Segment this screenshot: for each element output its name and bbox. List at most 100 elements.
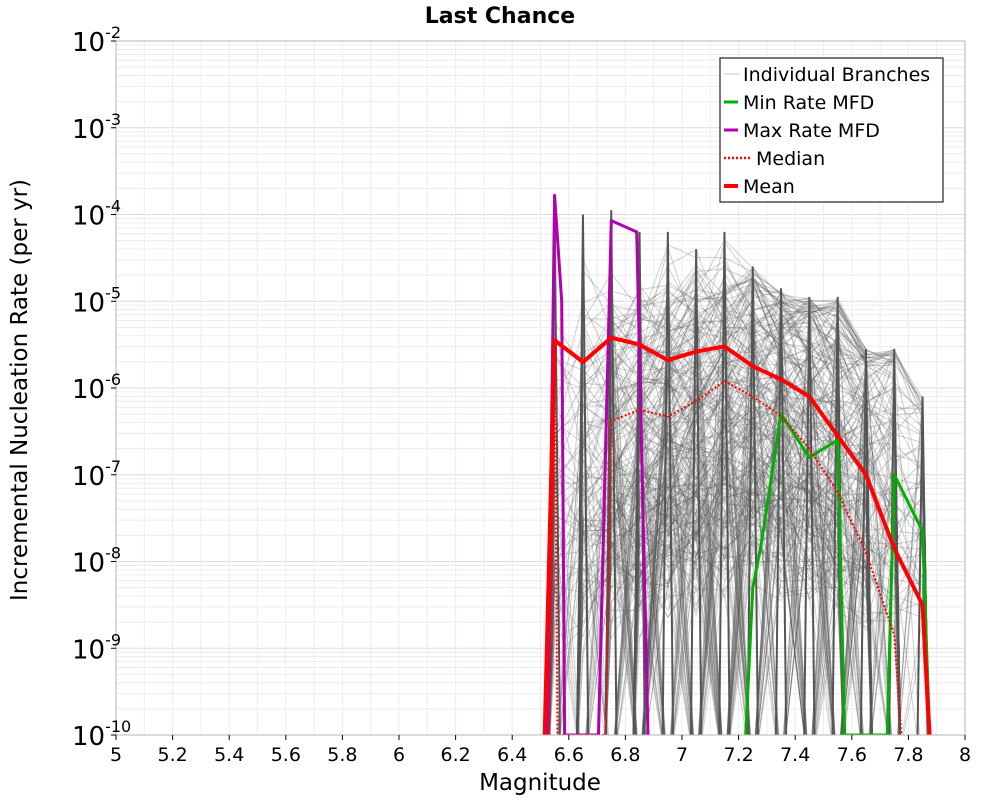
branch-line <box>632 279 845 735</box>
branch-line <box>634 488 918 735</box>
branch-line <box>577 532 929 735</box>
legend-box <box>719 57 944 203</box>
branch-line <box>642 337 845 735</box>
branch-line <box>632 350 873 735</box>
branch-line <box>577 467 930 735</box>
branch-line <box>604 375 845 735</box>
branch-line <box>576 451 901 735</box>
y-tick-label: 10-6 <box>72 370 121 405</box>
branch-line <box>588 525 873 735</box>
branch-line <box>576 463 845 735</box>
branch-line <box>616 484 901 735</box>
series-min-rate-mfd <box>744 412 932 735</box>
branch-line <box>548 406 845 735</box>
branch-line <box>633 448 929 735</box>
branch-line <box>604 245 873 735</box>
x-tick-label: 6.2 <box>440 744 470 766</box>
branch-line <box>577 476 844 735</box>
branch-line <box>548 452 873 735</box>
branch-line <box>576 400 930 735</box>
branch-line <box>576 373 845 735</box>
branch-line <box>577 504 873 735</box>
branch-line <box>604 364 930 735</box>
branch-line <box>576 458 929 735</box>
branch-line <box>547 282 930 735</box>
branch-line <box>632 311 902 735</box>
branch-line <box>604 361 930 735</box>
branch-line <box>632 275 902 735</box>
branch-line <box>577 541 872 735</box>
branch-line <box>576 336 930 735</box>
branch-line <box>604 409 873 735</box>
branch-line <box>547 277 864 735</box>
y-tick-label: 10-2 <box>72 23 121 58</box>
series-max-rate-mfd <box>546 193 650 735</box>
x-tick-label: 7.4 <box>780 744 810 766</box>
branch-envelope-spike <box>774 288 788 735</box>
x-tick-label: 7.8 <box>893 744 923 766</box>
branch-line <box>576 349 930 735</box>
branch-envelope-spike <box>576 214 590 735</box>
branch-line <box>548 390 901 735</box>
branch-line <box>642 462 889 735</box>
y-axis-label: Incremental Nucleation Rate (per yr) <box>7 179 33 601</box>
branch-line <box>576 445 929 735</box>
x-tick-label: 6.8 <box>610 744 640 766</box>
branch-line <box>645 499 929 735</box>
branch-line <box>633 378 873 735</box>
branch-line <box>614 372 845 735</box>
branch-line <box>614 434 845 735</box>
x-axis-label: Magnitude <box>479 770 601 796</box>
branch-line <box>548 456 845 735</box>
branch-line <box>605 487 844 735</box>
branch-line <box>633 472 845 735</box>
branch-line <box>604 474 873 735</box>
branch-line <box>547 379 901 735</box>
branch-line <box>604 350 845 735</box>
branch-line <box>604 321 873 735</box>
legend-label: Median <box>756 148 825 170</box>
branch-line <box>643 428 901 735</box>
branch-line <box>585 288 930 735</box>
branch-line <box>632 268 902 735</box>
branch-line <box>548 518 900 735</box>
branch-line <box>643 375 901 735</box>
branch-line <box>632 241 902 735</box>
branch-envelope-spike <box>718 231 731 735</box>
branch-line <box>576 456 929 735</box>
x-tick-label: 6.4 <box>497 744 527 766</box>
branch-line <box>557 289 902 735</box>
branch-line <box>576 423 873 735</box>
branch-line <box>604 354 873 735</box>
branch-line <box>614 350 845 735</box>
branch-line <box>604 470 872 735</box>
series-mean <box>542 335 932 735</box>
branch-line <box>548 425 873 735</box>
branch-line <box>604 327 930 735</box>
x-tick-label: 5.4 <box>214 744 244 766</box>
branch-line <box>576 287 902 735</box>
branch-line <box>548 469 873 735</box>
branch-line <box>604 411 901 735</box>
branch-line <box>576 369 930 735</box>
y-tick-label: 10-9 <box>72 630 121 665</box>
x-tick-label: 5 <box>110 744 122 766</box>
x-tick-label: 6.6 <box>554 744 584 766</box>
branch-line <box>547 356 901 735</box>
branch-line <box>605 509 845 735</box>
branch-line <box>633 506 861 735</box>
branch-envelope-spike <box>689 249 703 735</box>
branch-line <box>604 378 873 735</box>
branch-line <box>576 419 901 735</box>
x-ticks: 5 5.2 5.4 5.6 5.8 6 6.2 6.4 6.6 6.8 7 7.2 7.4 7.6 7.8 8 <box>110 735 971 766</box>
branch-line <box>549 479 901 735</box>
branch-line <box>577 475 929 735</box>
branch-line <box>633 415 835 735</box>
branch-line <box>548 408 930 735</box>
branch-line <box>576 384 929 735</box>
branch-line <box>604 266 930 735</box>
legend-label: Mean <box>743 176 795 198</box>
y-tick-label: 10-5 <box>72 283 121 318</box>
branch-line <box>548 378 901 735</box>
branch-line <box>604 314 930 735</box>
